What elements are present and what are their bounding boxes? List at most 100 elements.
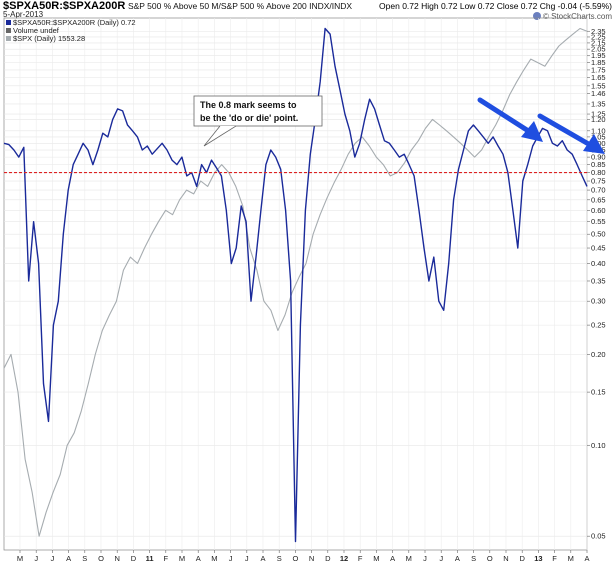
legend-item-volume: Volume undef [13,26,60,35]
globe-icon [532,12,541,20]
y-tick-label: 1.75 [591,65,606,74]
y-tick-label: 2.05 [591,45,606,54]
annotation-box [193,95,323,127]
x-tick-label: F [164,554,169,562]
x-tick-label: F [358,554,363,562]
series-line-ratio [3,27,588,543]
y-tick-label: 1.20 [591,115,606,124]
x-tick-label: J [34,554,38,562]
x-tick-label: A [584,554,589,562]
y-tick-label: 0.55 [591,217,606,226]
legend: $SPXA50R:$SPXA200R (Daily) 0.72 Volume u… [6,18,136,43]
x-tick-label: J [423,554,427,562]
trend-arrow-1 [477,97,533,135]
x-tick-label: J [245,554,249,562]
x-tick-label: M [568,554,574,562]
y-tick-label: 2.25 [591,32,606,41]
brand-text: © StockCharts.com [542,12,612,21]
x-tick-label: M [406,554,412,562]
annotation-line-1: The 0.8 mark seems to [200,100,297,110]
x-tick-label: S [82,554,87,562]
y-tick-label: 1.46 [591,89,606,98]
y-tick-label: 0.75 [591,177,606,186]
series-layer [3,27,588,543]
y-tick-label: 0.90 [591,153,606,162]
y-tick-label: 0.60 [591,206,606,215]
x-tick-label: A [390,554,395,562]
x-tick-label: N [114,554,119,562]
y-tick-label: 0.40 [591,259,606,268]
y-tick-label: 1.05 [591,132,606,141]
x-tick-label: O [487,554,493,562]
x-tick-label: 11 [146,554,154,562]
x-tick-label: S [277,554,282,562]
y-tick-label: 0.65 [591,195,606,204]
x-tick-label: J [229,554,233,562]
x-tick-label: S [471,554,476,562]
y-tick-label: 0.30 [591,297,606,306]
y-tick-label: 0.80 [591,168,606,177]
y-tick-label: 1.95 [591,51,606,60]
y-tick-label: 0.85 [591,160,606,169]
legend-swatch-ratio [6,20,11,25]
x-tick-label: A [66,554,71,562]
x-tick-label: M [179,554,185,562]
trend-arrow-2 [537,113,595,149]
x-tick-label: 13 [534,554,542,562]
legend-item-ratio: $SPXA50R:$SPXA200R (Daily) 0.72 [13,18,136,27]
y-axis: 0.05 0.10 0.15 0.20 0.25 0.30 0.35 0.40 0.45 0.50… [587,27,606,541]
x-tick-label: 12 [340,554,348,562]
x-tick-label: M [373,554,379,562]
x-tick-label: D [131,554,137,562]
x-tick-label: M [211,554,217,562]
y-tick-label: 0.20 [591,350,606,359]
x-tick-label: D [325,554,331,562]
x-tick-label: A [455,554,460,562]
chart-header: $SPXA50R:$SPXA200R S&P 500 % Above 50 M/… [3,0,612,12]
chart-symbol: $SPXA50R:$SPXA200R [3,0,126,12]
trend-arrow-1-head [521,121,543,142]
x-tick-label: J [439,554,443,562]
series-line-spx [3,27,588,537]
legend-item-spx: $SPX (Daily) 1553.28 [13,34,85,43]
y-tick-label: 1.85 [591,58,606,67]
x-tick-label: A [196,554,201,562]
annotation-pointer [203,125,237,147]
y-tick-label: 0.25 [591,321,606,330]
legend-swatch-volume [6,28,11,33]
x-tick-label: O [292,554,298,562]
annotation-callout: The 0.8 mark seems to be the 'do or die'… [193,95,323,147]
x-tick-label: N [309,554,314,562]
chart-date: 5-Apr-2013 [3,10,44,19]
y-tick-label: 0.15 [591,388,606,397]
x-tick-label: J [51,554,55,562]
y-tick-label: 0.70 [591,186,606,195]
y-tick-label: 2.35 [591,27,606,36]
annotation-line-2: be the 'do or die' point. [200,113,298,123]
x-tick-label: D [519,554,525,562]
brand-label: © StockCharts.com [532,12,612,21]
legend-swatch-spx [6,36,11,41]
x-axis: M J J A S O N D 11 F M A M J J A S O N D 12 F M A M J J A S O N D 13 F M A [17,550,590,562]
x-tick-label: N [503,554,508,562]
y-tick-label: 0.50 [591,230,606,239]
y-tick-label: 1.10 [591,126,606,135]
x-tick-label: M [17,554,23,562]
x-tick-label: F [552,554,557,562]
ohlc-readout: Open 0.72 High 0.72 Low 0.72 Close 0.72 … [379,1,612,11]
y-tick-label: 2.15 [591,38,606,47]
y-tick-label: 0.35 [591,276,606,285]
x-tick-label: O [98,554,104,562]
y-tick-label: 0.10 [591,441,606,450]
y-tick-label: 0.05 [591,532,606,541]
x-tick-label: A [260,554,265,562]
y-tick-label: 1.65 [591,73,606,82]
chart-description: S&P 500 % Above 50 M/S&P 500 % Above 200… [127,1,353,11]
y-tick-label: 0.45 [591,244,606,253]
y-tick-label: 1.55 [591,81,606,90]
y-tick-label: 1.25 [591,110,606,119]
y-tick-label: 1.35 [591,99,606,108]
trend-arrow-2-head [583,134,605,154]
trend-arrows [477,97,605,154]
